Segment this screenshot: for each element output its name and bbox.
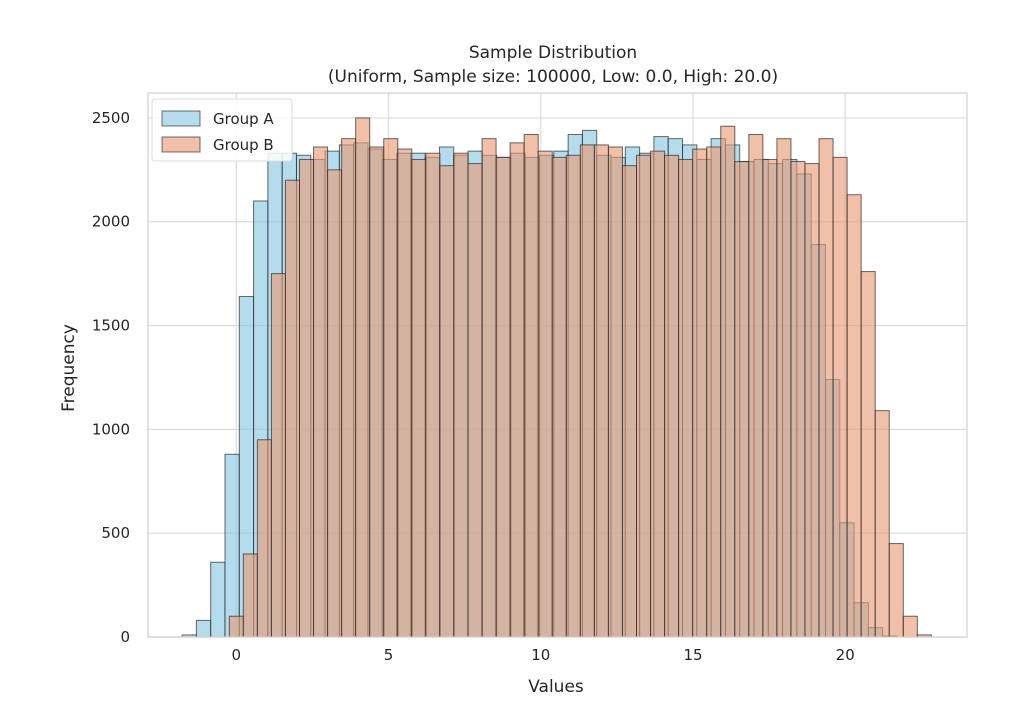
histogram-bar (523, 134, 539, 638)
histogram-bar (776, 138, 792, 638)
histogram-bar (397, 148, 413, 638)
series-group-b (228, 117, 932, 638)
plot-frame (147, 92, 968, 638)
x-axis-label: Values (528, 677, 584, 697)
chart-subtitle: (Uniform, Sample size: 100000, Low: 0.0,… (328, 67, 778, 87)
histogram-bar (495, 156, 511, 638)
histogram-bar (664, 154, 680, 638)
histogram-bar (720, 125, 736, 638)
histogram-bar (210, 561, 226, 638)
histogram-bar (860, 271, 876, 638)
legend-label-group-b: Group B (213, 136, 274, 154)
histogram-bar (509, 142, 525, 638)
histogram-bar (607, 146, 623, 638)
bars (181, 117, 932, 638)
x-tick-label: 15 (683, 646, 702, 664)
histogram-bar (383, 138, 399, 638)
x-tick-label: 20 (836, 646, 855, 664)
histogram-bar (467, 163, 483, 638)
histogram-bar (341, 138, 357, 638)
y-tick-label: 1000 (92, 420, 130, 438)
histogram-bar (678, 158, 694, 638)
histogram-bar (818, 138, 834, 638)
legend-swatch-group-b (161, 136, 201, 153)
y-axis-label: Frequency (59, 324, 79, 412)
histogram-bar (355, 117, 371, 638)
legend: Group A Group B (151, 98, 293, 162)
y-tick-label: 2000 (92, 213, 130, 231)
histogram-bar (621, 165, 638, 638)
histogram-bar (734, 161, 750, 638)
histogram-bar (902, 615, 918, 638)
x-tick-label: 5 (384, 646, 394, 664)
histogram-bar (284, 179, 300, 638)
histogram-bar (327, 169, 343, 638)
histogram-bar (650, 150, 666, 638)
histogram-bar (832, 156, 848, 638)
histogram-bar (565, 154, 581, 638)
histogram-bar (224, 453, 240, 638)
histogram-bar (242, 553, 258, 638)
histogram-bar (369, 146, 385, 638)
histogram-bar (425, 152, 441, 638)
y-tick-label: 2500 (92, 109, 130, 127)
x-tick-label: 10 (531, 646, 550, 664)
histogram-bar (692, 148, 708, 638)
histogram-bar (481, 138, 497, 638)
histogram-bar (270, 273, 286, 638)
histogram-bar (846, 194, 862, 638)
histogram-bar (195, 619, 212, 638)
histogram-bar (579, 144, 595, 638)
histogram-bar (228, 615, 244, 638)
ticks: 0 5 10 15 20 0 500 1000 1500 2000 2500 (92, 109, 855, 664)
histogram-bar (537, 150, 553, 638)
histogram-bar (888, 543, 904, 638)
y-tick-label: 500 (101, 524, 130, 542)
legend-label-group-a: Group A (213, 110, 274, 128)
histogram-bar (748, 134, 764, 638)
legend-swatch-group-a (161, 110, 201, 127)
x-tick-label: 0 (232, 646, 242, 664)
histogram-bar (790, 161, 806, 638)
histogram-bar (298, 158, 315, 638)
histogram-bar (453, 152, 469, 638)
y-tick-label: 0 (120, 628, 130, 646)
histogram-bar (411, 158, 427, 638)
histogram-bar (804, 163, 820, 638)
histogram-bar (551, 156, 567, 638)
histogram-bar (762, 158, 778, 638)
histogram-bar (706, 146, 722, 638)
histogram-bar (313, 146, 329, 638)
histogram-bar (439, 165, 455, 638)
y-tick-label: 1500 (92, 317, 130, 335)
histogram-bar (593, 144, 609, 638)
histogram-bar (636, 154, 652, 638)
chart-title: Sample Distribution (469, 43, 637, 63)
histogram-bar (256, 439, 272, 638)
histogram-bar (874, 410, 890, 638)
